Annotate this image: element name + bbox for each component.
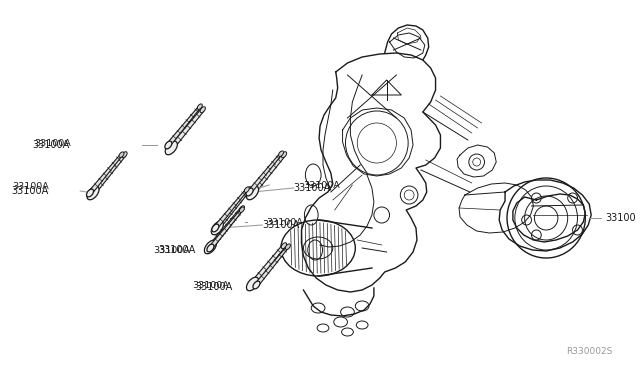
Polygon shape xyxy=(209,209,243,249)
Ellipse shape xyxy=(87,186,99,200)
Text: 33100A: 33100A xyxy=(12,182,49,190)
Ellipse shape xyxy=(212,224,219,232)
Polygon shape xyxy=(88,154,122,194)
Polygon shape xyxy=(91,154,125,195)
Ellipse shape xyxy=(204,240,216,254)
Ellipse shape xyxy=(207,244,214,252)
Text: 33100A: 33100A xyxy=(32,140,70,150)
Text: 33100A: 33100A xyxy=(12,186,49,196)
Text: 33100A: 33100A xyxy=(196,282,233,292)
Text: 33100A: 33100A xyxy=(192,282,228,291)
Ellipse shape xyxy=(244,187,250,192)
Ellipse shape xyxy=(246,186,259,200)
Text: 33100A: 33100A xyxy=(266,218,303,227)
Ellipse shape xyxy=(165,141,172,149)
Ellipse shape xyxy=(282,243,287,248)
Ellipse shape xyxy=(253,281,260,289)
Ellipse shape xyxy=(246,188,253,196)
Ellipse shape xyxy=(86,189,93,197)
Text: 33100: 33100 xyxy=(605,213,636,223)
Polygon shape xyxy=(248,153,282,193)
Ellipse shape xyxy=(246,187,252,193)
Polygon shape xyxy=(209,208,243,248)
Ellipse shape xyxy=(122,152,127,158)
Ellipse shape xyxy=(200,107,205,113)
Ellipse shape xyxy=(239,207,244,212)
Ellipse shape xyxy=(197,104,202,109)
Text: 33100A: 33100A xyxy=(35,138,71,148)
Text: 33100A: 33100A xyxy=(159,245,196,255)
Ellipse shape xyxy=(119,152,124,157)
Text: 33100A: 33100A xyxy=(262,220,300,230)
Ellipse shape xyxy=(278,151,284,157)
Text: 33100A: 33100A xyxy=(294,183,331,193)
Polygon shape xyxy=(216,189,250,230)
Polygon shape xyxy=(170,109,204,150)
Polygon shape xyxy=(251,154,285,195)
Ellipse shape xyxy=(282,152,287,158)
Text: R330002S: R330002S xyxy=(566,347,612,356)
Polygon shape xyxy=(214,189,248,230)
Text: 33100A: 33100A xyxy=(303,180,340,189)
Ellipse shape xyxy=(285,244,291,250)
Polygon shape xyxy=(167,106,201,146)
Ellipse shape xyxy=(239,206,244,212)
Ellipse shape xyxy=(165,141,177,155)
Polygon shape xyxy=(255,246,289,286)
Ellipse shape xyxy=(211,221,223,235)
Ellipse shape xyxy=(246,277,259,291)
Text: 33100A: 33100A xyxy=(154,246,191,254)
Polygon shape xyxy=(251,244,285,286)
